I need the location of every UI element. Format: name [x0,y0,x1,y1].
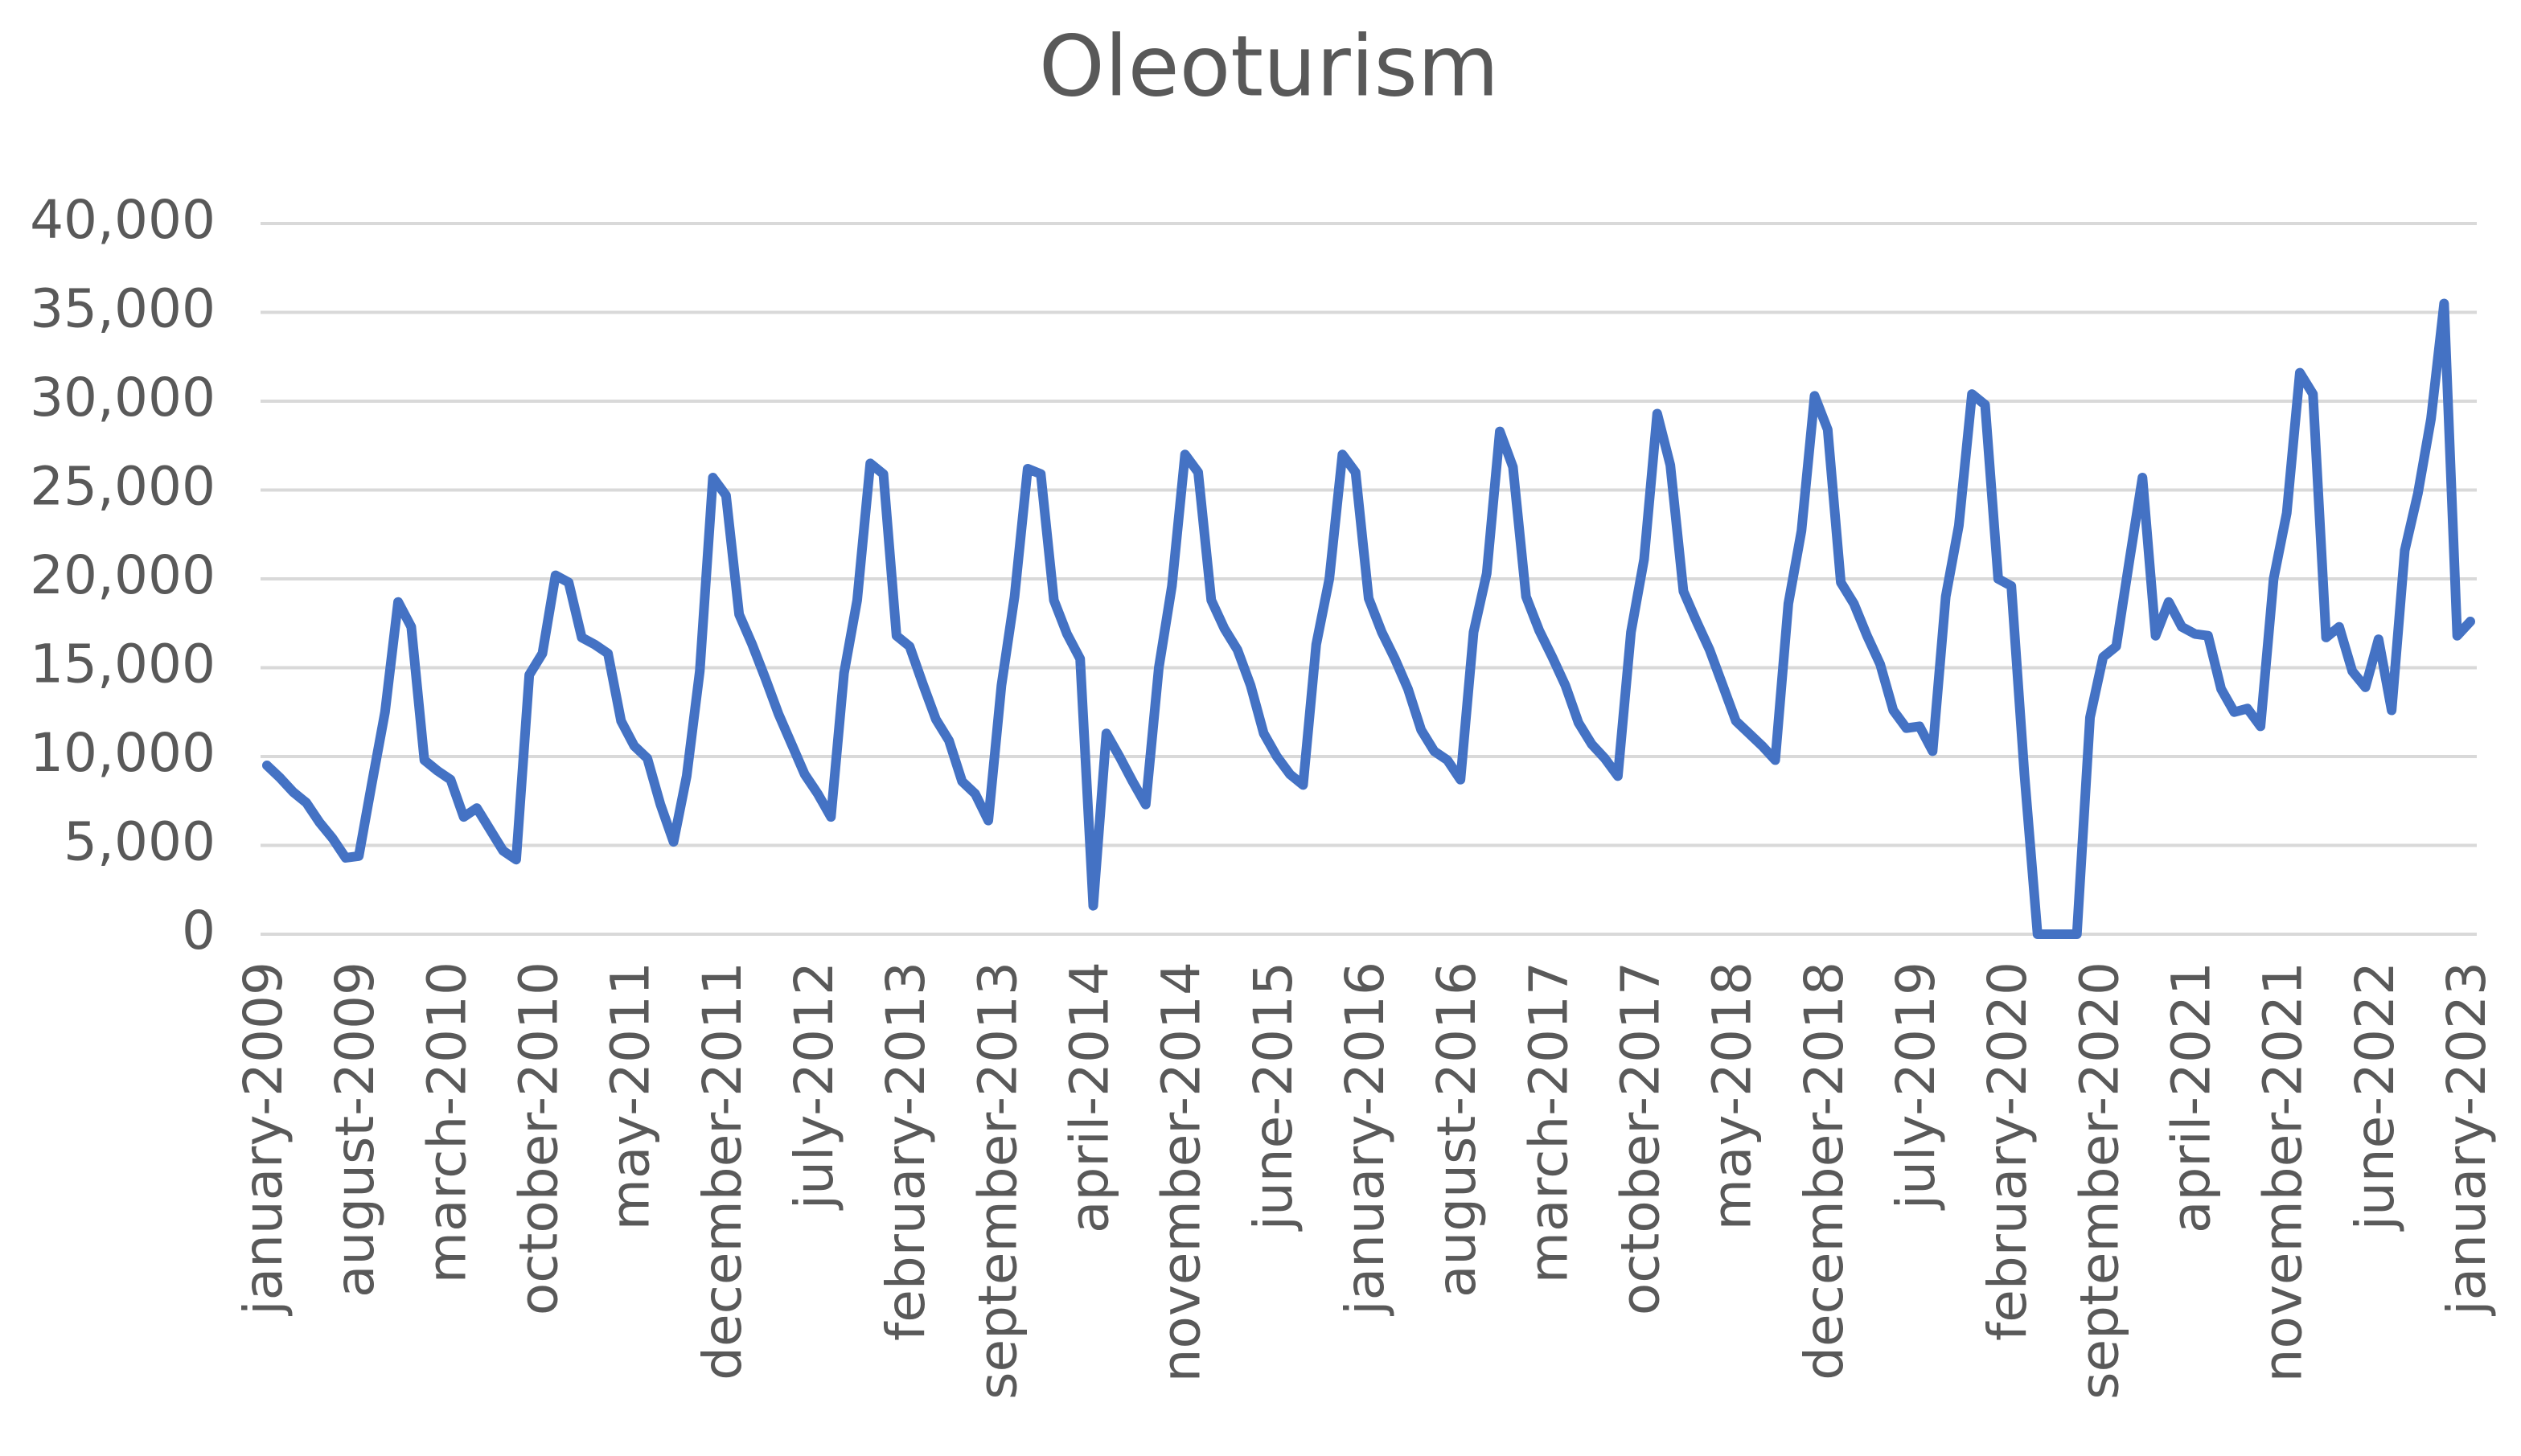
x-tick-label: september-2020 [2068,962,2130,1400]
y-tick-label: 0 [182,900,216,962]
y-tick-label: 5,000 [64,811,216,873]
x-tick-label: april-2014 [1059,962,1121,1233]
x-tick-label: january-2009 [232,962,294,1317]
x-tick-label: march-2010 [416,962,478,1283]
x-tick-label: january-2023 [2436,962,2498,1317]
x-tick-label: june-2015 [1242,962,1304,1232]
y-tick-label: 35,000 [30,278,216,340]
x-tick-label: march-2017 [1517,962,1579,1283]
x-tick-label: october-2010 [508,962,570,1315]
y-tick-label: 10,000 [30,722,216,784]
data-line [262,298,2475,939]
x-tick-label: september-2013 [967,962,1029,1400]
x-tick-label: april-2021 [2161,962,2223,1233]
x-tick-label: november-2014 [1151,962,1213,1382]
x-tick-label: june-2022 [2344,962,2406,1232]
x-tick-label: february-2020 [1977,962,2039,1341]
x-tick-label: july-2012 [783,962,845,1211]
y-tick-label: 30,000 [30,367,216,429]
x-tick-label: may-2018 [1702,962,1763,1230]
x-tick-label: december-2011 [692,962,753,1380]
y-tick-label: 40,000 [30,189,216,251]
chart-title: Oleoturism [1039,17,1499,115]
y-tick-label: 25,000 [30,456,216,518]
x-tick-label: january-2016 [1334,962,1396,1317]
y-tick-label: 20,000 [30,544,216,606]
x-tick-label: december-2018 [1793,962,1855,1380]
x-tick-label: august-2016 [1426,962,1488,1298]
x-tick-label: may-2011 [600,962,662,1230]
x-tick-label: november-2021 [2252,962,2314,1382]
x-tick-label: october-2017 [1610,962,1672,1315]
y-tick-label: 15,000 [30,634,216,695]
x-tick-label: february-2013 [875,962,937,1341]
x-tick-label: august-2009 [324,962,386,1298]
x-tick-label: july-2019 [1885,962,1947,1211]
